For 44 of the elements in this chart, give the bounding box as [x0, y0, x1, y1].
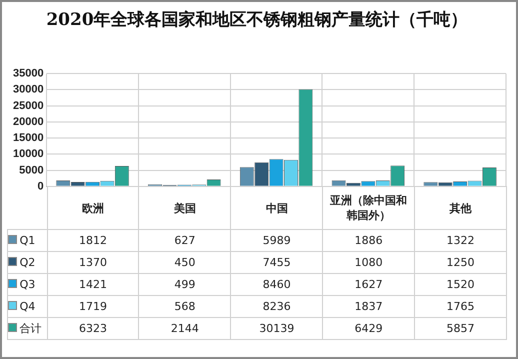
- y-tick-label: 30000: [12, 84, 44, 96]
- data-label: 1812: [47, 230, 139, 252]
- legend-label: 合计: [7, 318, 48, 340]
- y-tick-label: 0: [37, 180, 44, 192]
- data-label: 1370: [47, 252, 139, 274]
- data-label: 450: [138, 252, 231, 274]
- data-label: 1765: [414, 296, 506, 318]
- x-tick-label: 美国: [138, 186, 231, 230]
- data-label: 30139: [230, 318, 323, 340]
- data-label: 627: [138, 230, 231, 252]
- data-label: 5989: [230, 230, 323, 252]
- data-label: 6429: [322, 318, 415, 340]
- x-tick-label: 欧洲: [47, 186, 139, 230]
- x-tick-label: 其他: [414, 186, 506, 230]
- data-label: 1080: [322, 252, 415, 274]
- x-tick-label: 中国: [230, 186, 323, 230]
- data-label: 6323: [47, 318, 139, 340]
- legend-label: Q2: [7, 252, 48, 274]
- data-label: 1520: [414, 274, 506, 296]
- y-tick-label: 15000: [12, 132, 44, 144]
- x-tick-label: 亚洲（除中国和韩国外）: [322, 186, 415, 230]
- data-label: 8460: [230, 274, 323, 296]
- legend-label: Q3: [7, 274, 48, 296]
- legend-label: Q4: [7, 296, 48, 318]
- data-label: 5857: [414, 318, 506, 340]
- y-tick-label: 25000: [12, 100, 44, 112]
- data-label: 499: [138, 274, 231, 296]
- data-label: 1627: [322, 274, 415, 296]
- chart-title: 2020年全球各国家和地区不锈钢粗钢产量统计（千吨）: [45, 9, 469, 32]
- y-tick-label: 35000: [12, 68, 44, 80]
- data-label: 1837: [322, 296, 415, 318]
- data-label: 8236: [230, 296, 323, 318]
- data-label: 568: [138, 296, 231, 318]
- data-label: 1421: [47, 274, 139, 296]
- data-label: 7455: [230, 252, 323, 274]
- data-label: 2144: [138, 318, 231, 340]
- data-label: 1719: [47, 296, 139, 318]
- legend-label: Q1: [7, 230, 48, 252]
- data-label: 1250: [414, 252, 506, 274]
- y-tick-label: 10000: [12, 148, 44, 160]
- y-tick-label: 20000: [12, 116, 44, 128]
- data-label: 1886: [322, 230, 415, 252]
- data-label: 1322: [414, 230, 506, 252]
- y-tick-label: 5000: [19, 164, 44, 176]
